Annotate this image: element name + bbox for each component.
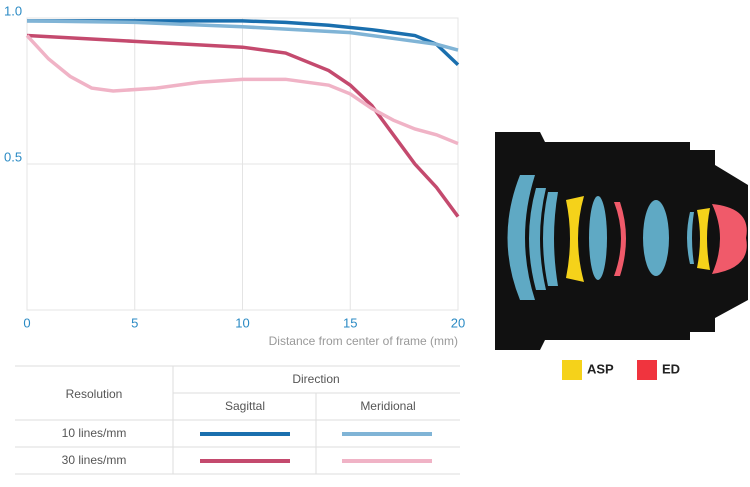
series-line <box>26 19 459 52</box>
table-row: 10 lines/mm <box>62 426 127 440</box>
table-column: Meridional <box>360 399 415 413</box>
table-row: 30 lines/mm <box>62 453 127 467</box>
y-tick-label: 0.5 <box>4 149 22 164</box>
series-line <box>27 19 460 66</box>
x-tick-label: 20 <box>451 315 465 330</box>
series-line <box>26 33 460 218</box>
lens-diagram <box>495 132 748 380</box>
x-axis-label: Distance from center of frame (mm) <box>269 334 458 348</box>
legend-ed: ED <box>662 361 680 376</box>
x-tick-label: 15 <box>343 315 357 330</box>
plot <box>25 17 460 311</box>
y-tick-label: 1.0 <box>4 3 22 18</box>
table-column: Sagittal <box>225 399 265 413</box>
series-line <box>25 34 459 146</box>
table-row-header: Resolution <box>66 387 123 401</box>
legend-asp: ASP <box>587 361 614 376</box>
x-tick-label: 10 <box>235 315 249 330</box>
table-column-group: Direction <box>292 372 339 386</box>
x-tick-label: 0 <box>23 315 30 330</box>
x-tick-label: 5 <box>131 315 138 330</box>
legend-table <box>15 365 460 475</box>
